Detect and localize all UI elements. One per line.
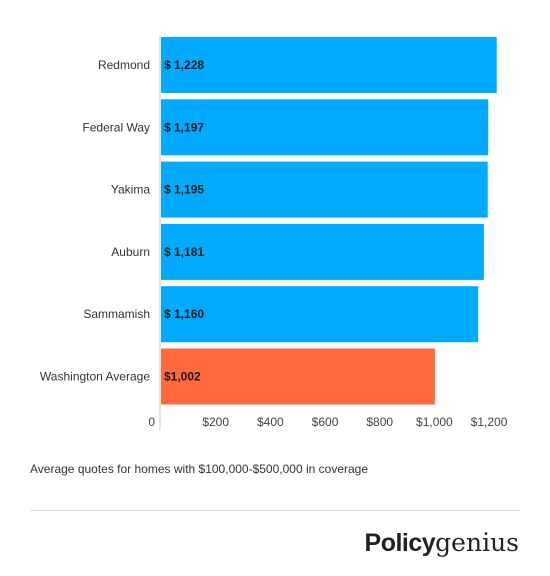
- category-label: Auburn: [111, 245, 150, 259]
- data-label: $ 1,181: [164, 245, 204, 259]
- logo-text-policy: Policy: [364, 529, 436, 557]
- data-label: $ 1,160: [164, 307, 204, 321]
- x-tick-label: $1,000: [416, 415, 453, 429]
- bar-4: [161, 286, 479, 343]
- category-label: Washington Average: [40, 370, 150, 384]
- category-label: Redmond: [98, 58, 150, 72]
- policygenius-logo: Policygenius: [365, 528, 519, 558]
- chart-caption: Average quotes for homes with $100,000-$…: [30, 462, 369, 476]
- data-labels: $ 1,228 $ 1,197 $ 1,195 $ 1,181 $ 1,160 $1,00…: [164, 58, 204, 384]
- bar-1: [161, 99, 489, 156]
- category-labels: Redmond Federal Way Yakima Auburn Sammamish W…: [40, 58, 150, 384]
- x-tick-label: $800: [366, 415, 393, 429]
- category-label: Federal Way: [82, 120, 150, 134]
- category-label: Yakima: [111, 183, 150, 197]
- bar-chart: Redmond Federal Way Yakima Auburn Sammamish W…: [40, 35, 508, 430]
- x-tick-label: $400: [257, 415, 284, 429]
- bar-3: [161, 223, 484, 280]
- bar-0: [161, 37, 497, 93]
- divider: [30, 510, 520, 511]
- data-label: $ 1,228: [164, 58, 204, 72]
- x-tick-label: 0: [148, 415, 155, 429]
- data-label: $ 1,195: [164, 183, 204, 197]
- data-label: $1,002: [164, 370, 201, 384]
- x-tick-label: $200: [202, 415, 229, 429]
- bar-2: [161, 161, 488, 218]
- category-label: Sammamish: [83, 307, 150, 321]
- x-tick-label: $1,200: [471, 415, 508, 429]
- data-label: $ 1,197: [164, 120, 204, 134]
- logo-text-genius: genius: [435, 528, 519, 557]
- x-tick-label: $600: [312, 415, 339, 429]
- bar-5: [161, 348, 435, 405]
- bars-group: [161, 37, 497, 405]
- x-axis-ticks: 0 $200 $400 $600 $800 $1,000 $1,200: [148, 415, 507, 429]
